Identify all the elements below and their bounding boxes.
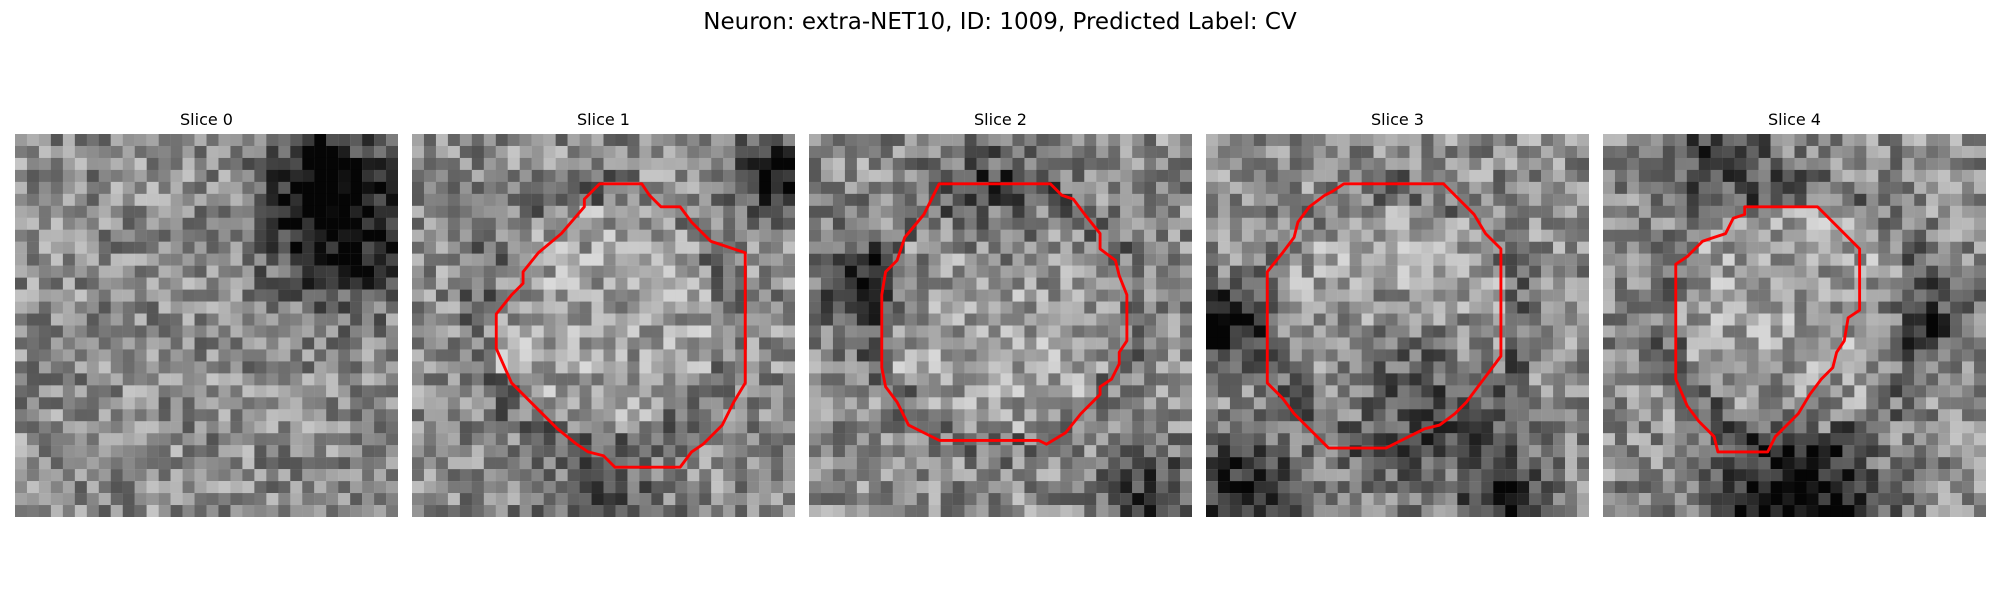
figure-title: Neuron: extra-NET10, ID: 1009, Predicted… <box>703 9 1297 35</box>
slice-panel-0: Slice 0 <box>15 108 398 517</box>
slice-image-4 <box>1603 134 1986 517</box>
segmentation-contour <box>880 182 1129 446</box>
slice-panel-3: Slice 3 <box>1206 108 1589 517</box>
slice-panel-2: Slice 2 <box>809 108 1192 517</box>
micrograph-pixels <box>1603 134 1986 517</box>
micrograph-pixels <box>15 134 398 517</box>
micrograph-pixels <box>809 134 1192 517</box>
segmentation-contour <box>1265 182 1503 450</box>
slice-image-0 <box>15 134 398 517</box>
slice-title: Slice 0 <box>180 110 233 129</box>
slice-image-2 <box>809 134 1192 517</box>
slice-image-3 <box>1206 134 1589 517</box>
slice-image-1 <box>412 134 795 517</box>
slice-panel-4: Slice 4 <box>1603 108 1986 517</box>
slice-title: Slice 1 <box>577 110 630 129</box>
slice-title: Slice 4 <box>1768 110 1821 129</box>
micrograph-pixels <box>1206 134 1589 517</box>
segmentation-contour <box>1674 205 1862 454</box>
micrograph-pixels <box>412 134 795 517</box>
slice-panel-1: Slice 1 <box>412 108 795 517</box>
slice-title: Slice 2 <box>974 110 1027 129</box>
segmentation-contour <box>494 182 747 469</box>
slice-title: Slice 3 <box>1371 110 1424 129</box>
